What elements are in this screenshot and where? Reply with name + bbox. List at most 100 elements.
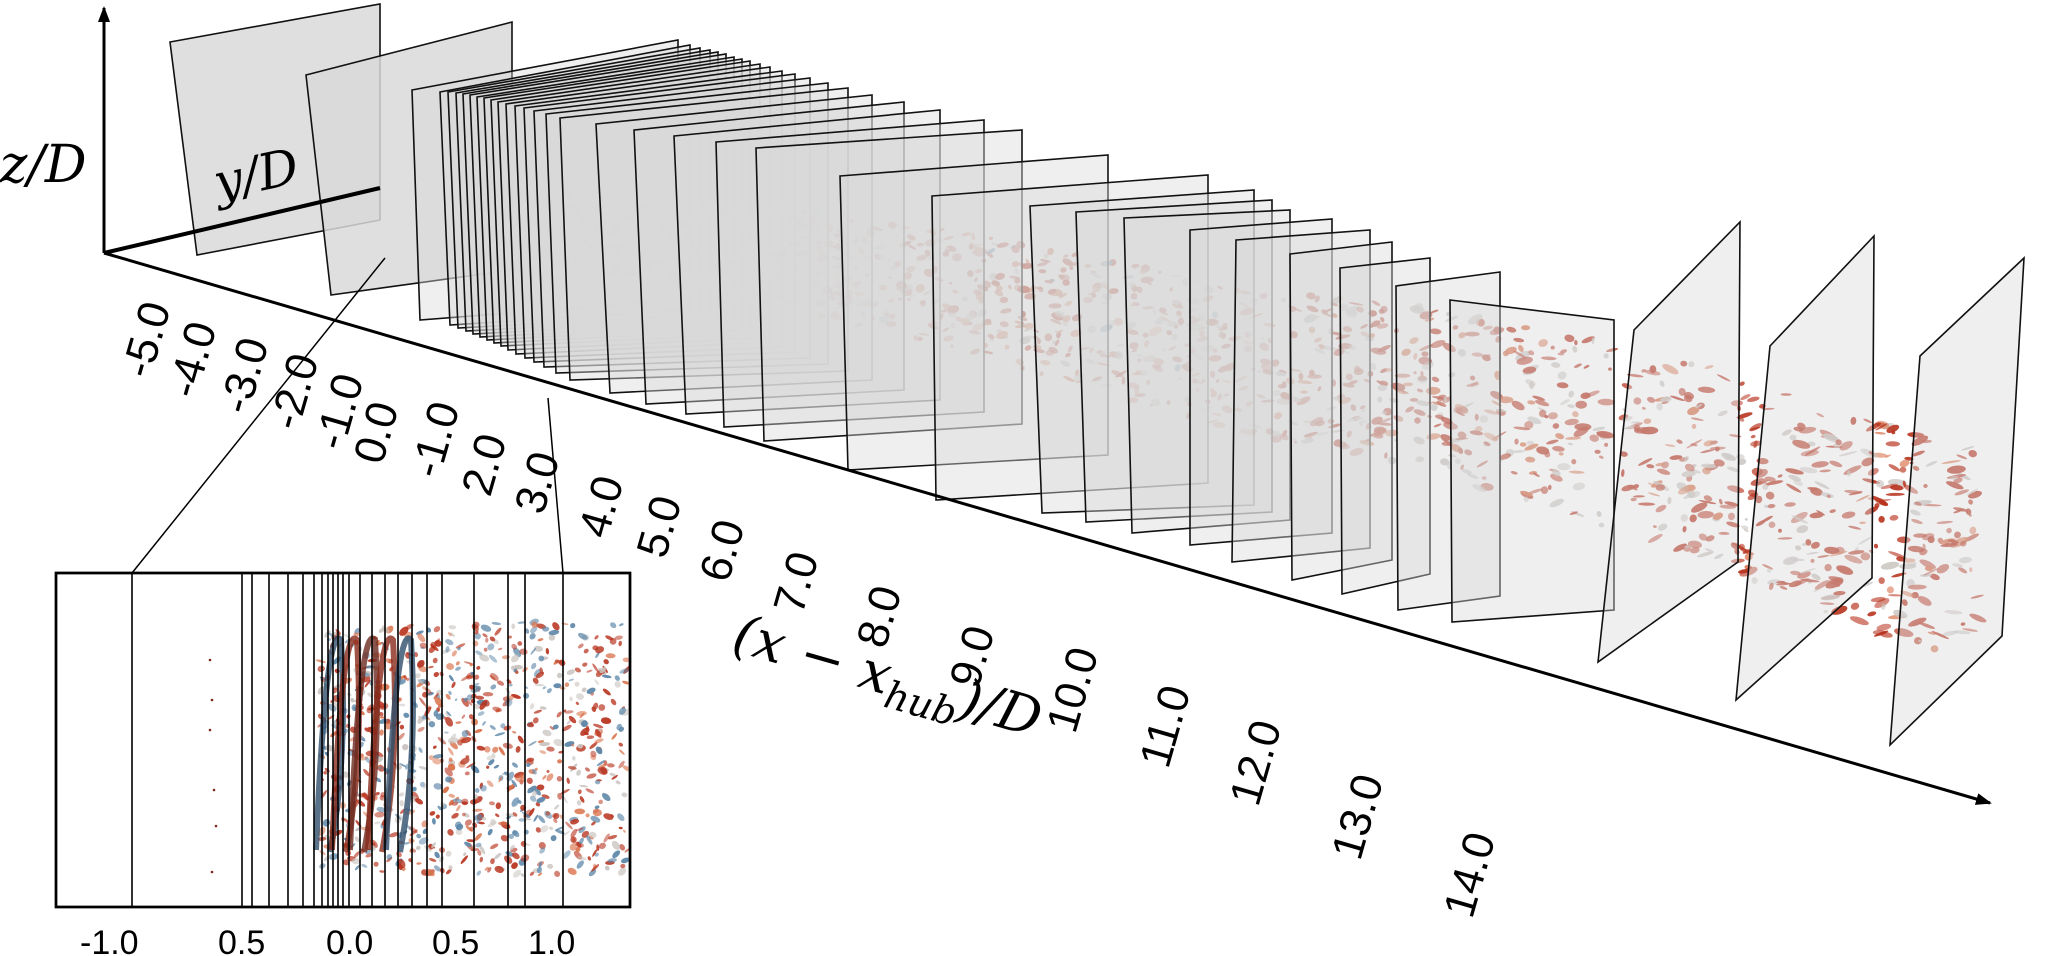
wake-particle bbox=[1574, 340, 1578, 346]
wake-particle bbox=[587, 243, 595, 248]
wake-particle bbox=[1684, 463, 1695, 472]
wake-particle bbox=[1039, 371, 1044, 377]
wake-particle bbox=[1736, 412, 1753, 419]
wake-particle bbox=[1313, 347, 1325, 354]
wake-particle bbox=[1447, 454, 1457, 458]
wake-particle bbox=[1335, 334, 1351, 340]
wake-particle bbox=[989, 272, 998, 281]
wake-particle bbox=[1239, 290, 1251, 295]
wake-particle bbox=[1159, 307, 1167, 313]
wake-particle bbox=[1409, 337, 1419, 344]
wake-particle bbox=[1271, 359, 1280, 367]
wake-particle bbox=[759, 300, 768, 306]
wake-particle bbox=[797, 217, 805, 223]
wake-particle bbox=[1491, 400, 1502, 407]
wake-particle bbox=[1749, 423, 1762, 432]
wake-particle bbox=[1390, 382, 1406, 391]
wake-particle bbox=[1741, 525, 1749, 530]
wake-particle bbox=[951, 322, 956, 329]
wake-particle bbox=[1148, 282, 1152, 285]
wake-particle bbox=[1565, 436, 1582, 440]
wake-particle bbox=[855, 292, 860, 298]
wake-particle bbox=[1130, 292, 1138, 300]
wake-particle bbox=[1652, 525, 1657, 528]
wake-particle bbox=[1765, 491, 1775, 500]
wake-particle bbox=[1744, 518, 1748, 521]
wake-particle bbox=[731, 286, 739, 292]
wake-particle bbox=[1136, 354, 1144, 357]
wake-particle bbox=[1886, 586, 1894, 594]
wake-particle bbox=[1824, 563, 1832, 572]
wake-particle bbox=[1899, 466, 1907, 473]
wake-particle bbox=[952, 253, 962, 262]
wake-particle bbox=[847, 256, 853, 261]
wake-particle bbox=[982, 350, 994, 354]
wake-particle bbox=[1143, 340, 1150, 348]
wake-particle bbox=[1297, 380, 1313, 384]
wake-particle bbox=[1196, 336, 1210, 342]
inset-dot bbox=[208, 728, 212, 732]
wake-particle bbox=[743, 267, 748, 275]
wake-particle bbox=[1817, 554, 1830, 558]
wake-particle bbox=[1184, 343, 1190, 347]
wake-particle bbox=[848, 301, 855, 305]
wake-particle bbox=[1348, 302, 1364, 306]
wake-particle bbox=[1968, 499, 1973, 505]
wake-particle bbox=[923, 290, 931, 296]
wake-particle bbox=[787, 283, 796, 287]
wake-particle bbox=[934, 237, 944, 243]
wake-particle bbox=[1197, 313, 1206, 322]
wake-particle bbox=[1174, 364, 1181, 372]
wake-particle bbox=[1430, 403, 1438, 411]
wake-particle bbox=[1740, 394, 1751, 401]
wake-particle bbox=[1210, 390, 1217, 398]
wake-particle bbox=[658, 197, 663, 205]
wake-particle bbox=[1676, 439, 1683, 444]
wake-particle bbox=[1630, 421, 1641, 424]
wake-particle bbox=[690, 288, 698, 292]
wake-particle bbox=[1166, 400, 1171, 405]
wake-particle bbox=[1688, 361, 1695, 368]
wake-particle bbox=[794, 241, 802, 248]
wake-particle bbox=[583, 198, 589, 204]
wake-particle bbox=[1841, 511, 1856, 519]
wake-particle bbox=[1413, 436, 1425, 445]
wake-particle bbox=[1525, 456, 1536, 463]
wake-particle bbox=[1902, 558, 1916, 563]
wake-particle bbox=[1360, 323, 1368, 329]
wake-particle bbox=[1169, 287, 1173, 292]
wake-particle bbox=[1101, 301, 1109, 305]
wake-particle bbox=[827, 286, 833, 294]
wake-particle bbox=[1292, 396, 1301, 403]
wake-particle bbox=[1621, 469, 1625, 478]
wake-particle bbox=[1922, 504, 1942, 507]
wake-particle bbox=[1885, 441, 1900, 447]
wake-particle bbox=[1152, 307, 1157, 316]
wake-particle bbox=[1860, 552, 1871, 561]
wake-particle bbox=[1819, 602, 1835, 605]
wake-particle bbox=[1394, 373, 1411, 378]
wake-particle bbox=[887, 257, 892, 263]
wake-particle bbox=[658, 209, 668, 215]
wake-particle bbox=[1664, 444, 1676, 447]
wake-particle bbox=[1371, 432, 1384, 439]
wake-particle bbox=[1844, 554, 1863, 564]
wake-particle bbox=[962, 296, 969, 302]
wake-particle bbox=[1154, 318, 1165, 325]
wake-particle bbox=[1718, 531, 1730, 535]
wake-particle bbox=[1303, 431, 1318, 437]
wake-particle bbox=[1060, 267, 1067, 273]
inset-dot bbox=[208, 658, 212, 662]
wake-particle bbox=[818, 247, 823, 255]
wake-particle bbox=[1662, 363, 1679, 375]
wake-particle bbox=[1942, 630, 1958, 636]
wake-particle bbox=[801, 230, 810, 235]
wake-particle bbox=[1376, 323, 1389, 329]
wake-particle bbox=[578, 216, 587, 224]
wake-particle bbox=[961, 232, 972, 237]
wake-particle bbox=[916, 254, 928, 261]
wake-particle bbox=[1360, 409, 1367, 413]
wake-particle bbox=[835, 228, 842, 232]
wake-particle bbox=[667, 284, 673, 289]
wake-particle bbox=[641, 247, 650, 253]
